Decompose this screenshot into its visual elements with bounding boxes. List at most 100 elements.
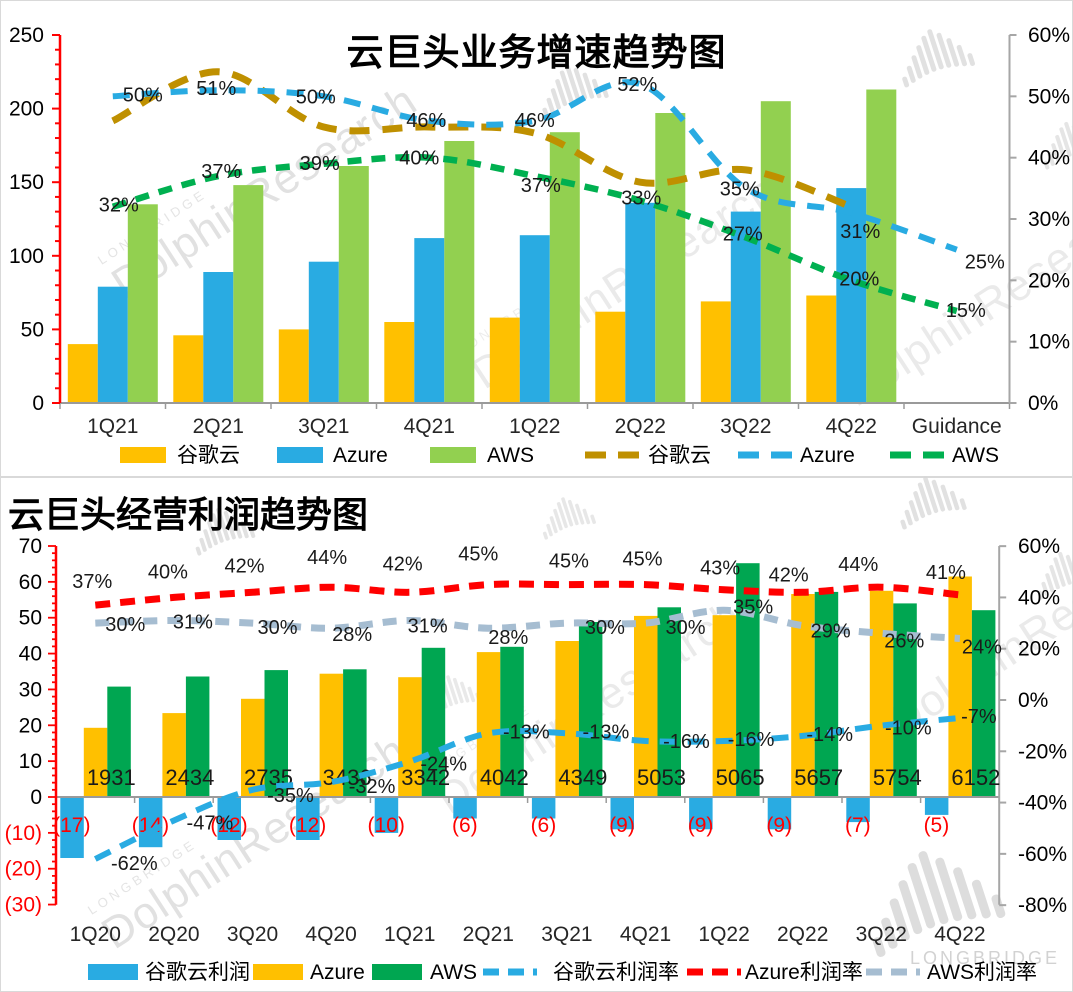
longbridge-bars-logo bbox=[900, 476, 967, 530]
aws-margin-label: 30% bbox=[665, 617, 705, 639]
aws-profit-bar-3q22 bbox=[893, 603, 917, 797]
azure-margin-line bbox=[94, 580, 961, 609]
azure-growth-label: 50% bbox=[123, 84, 163, 106]
aws-margin-label: 28% bbox=[332, 624, 372, 646]
bottom-category-label: 2Q22 bbox=[777, 923, 828, 946]
google-cloud-bar-1q21 bbox=[67, 344, 98, 403]
bottom-right-axis-tick: 20% bbox=[1018, 638, 1060, 661]
bottom-left-axis-tick: 40 bbox=[19, 643, 42, 666]
azure-margin-label: 45% bbox=[622, 549, 662, 571]
top-bars-google-cloud bbox=[67, 295, 837, 403]
bottom-left-axis-tick: 10 bbox=[19, 750, 42, 773]
aws-bar-4q21 bbox=[444, 141, 475, 403]
google-cloud-margin-label: -62% bbox=[111, 853, 158, 875]
bottom-bars-aws-profit bbox=[107, 563, 996, 797]
bottom-left-axis-tick: 30 bbox=[19, 678, 42, 701]
top-left-axis-tick: 0 bbox=[32, 392, 44, 415]
azure-bar-1q22 bbox=[519, 235, 550, 403]
bottom-lines bbox=[93, 580, 961, 862]
top-category-labels: 1Q21 2Q21 3Q21 4Q21 1Q22 2Q22 3Q22 4Q22 Guidance bbox=[87, 415, 1002, 438]
google-cloud-profit-bar-4q21 bbox=[610, 797, 634, 830]
google-cloud-loss-label: (9) bbox=[609, 814, 635, 837]
google-cloud-bar-2q22 bbox=[595, 311, 626, 403]
google-cloud-loss-label: (10) bbox=[368, 814, 405, 837]
aws-margin-label: 30% bbox=[585, 617, 625, 639]
profit-value-label: 4349 bbox=[558, 765, 607, 790]
aws-growth-label: 39% bbox=[300, 153, 340, 175]
google-cloud-loss-label: (5) bbox=[924, 814, 950, 837]
aws-growth-label: 32% bbox=[99, 195, 139, 217]
aws-bar-2q22 bbox=[655, 113, 686, 403]
aws-margin-label: 31% bbox=[408, 616, 448, 638]
google-cloud-profit-bar-1q22 bbox=[689, 797, 713, 830]
bottom-right-axis-tick: 40% bbox=[1018, 586, 1060, 609]
top-left-axis-tick: 150 bbox=[9, 171, 44, 194]
azure-margin-label: 44% bbox=[838, 554, 878, 576]
aws-margin-label: 35% bbox=[733, 596, 773, 618]
bottom-bars-azure-profit bbox=[83, 576, 972, 797]
longbridge-bars-logo bbox=[1043, 121, 1073, 170]
bottom-left-axis-tick: (10) bbox=[5, 822, 42, 845]
bottom-legend: 谷歌云利润 Azure AWS 谷歌云利润率 Azure利润率 AWS利润率 bbox=[88, 961, 1037, 984]
azure-profit-bar-2q20 bbox=[162, 713, 186, 797]
bottom-category-label: 4Q22 bbox=[934, 923, 985, 946]
bottom-right-axis-tick: 60% bbox=[1018, 535, 1060, 558]
azure-margin-label: 41% bbox=[926, 562, 966, 584]
aws-growth-label: 37% bbox=[201, 161, 241, 183]
aws-growth-label: 37% bbox=[521, 175, 561, 197]
top-category-label: 1Q21 bbox=[87, 415, 138, 438]
top-left-axis-tick: 50 bbox=[21, 318, 44, 341]
aws-bar-3q21 bbox=[338, 166, 369, 403]
top-right-axis-tick: 20% bbox=[1028, 269, 1070, 292]
longbridge-bars-logo bbox=[542, 497, 596, 540]
bottom-right-axis-tick: -20% bbox=[1018, 740, 1067, 763]
aws-bar-1q21 bbox=[127, 204, 158, 403]
aws-margin-label: 29% bbox=[811, 621, 851, 643]
azure-profit-bar-4q22 bbox=[948, 576, 972, 797]
profit-value-label: 5754 bbox=[873, 765, 922, 790]
profit-chart-title: 云巨头经营利润趋势图 bbox=[8, 494, 369, 535]
bottom-axes bbox=[48, 545, 1007, 907]
bottom-axis-labels: 70 60 50 40 30 20 10 0 (10) (20) (30) 60% 40% 20% 0% -2… bbox=[5, 535, 1067, 917]
google-cloud-bar-1q22 bbox=[489, 317, 520, 403]
top-left-axis-tick: 100 bbox=[9, 245, 44, 268]
profit-value-label: 5657 bbox=[794, 765, 843, 790]
azure-bar-2q22 bbox=[625, 202, 656, 403]
top-category-label: 4Q21 bbox=[404, 415, 455, 438]
aws-growth-label: 40% bbox=[399, 148, 439, 170]
legend-swatch-2 bbox=[430, 447, 476, 463]
profit-value-label: 4042 bbox=[480, 765, 529, 790]
aws-margin-label: 30% bbox=[105, 614, 145, 636]
bottom-bars-google-cloud-profit bbox=[60, 797, 949, 858]
aws-profit-bar-1q21 bbox=[421, 647, 446, 797]
google-cloud-margin-label: -32% bbox=[349, 776, 396, 798]
azure-profit-bar-1q21 bbox=[398, 677, 422, 797]
top-lines bbox=[111, 68, 958, 315]
top-category-label: 3Q21 bbox=[298, 415, 349, 438]
google-cloud-loss-label: (17) bbox=[53, 814, 90, 837]
legend-swatch-0 bbox=[120, 447, 166, 463]
aws-growth-line bbox=[111, 153, 958, 315]
top-category-label: 2Q21 bbox=[193, 415, 244, 438]
google-cloud-bar-3q22 bbox=[700, 301, 731, 403]
azure-growth-label: 31% bbox=[840, 221, 880, 243]
google-cloud-profit-bar-3q21 bbox=[531, 797, 556, 819]
aws-profit-bar-2q21 bbox=[500, 646, 524, 797]
azure-profit-bar-1q20 bbox=[83, 727, 108, 797]
google-cloud-loss-label: (9) bbox=[688, 814, 714, 837]
top-category-label: 3Q22 bbox=[720, 415, 771, 438]
profit-value-label: 5065 bbox=[716, 765, 765, 790]
aws-profit-bar-3q20 bbox=[264, 670, 288, 797]
google-cloud-profit-bar-2q22 bbox=[767, 797, 792, 830]
google-cloud-margin-label: -47% bbox=[187, 813, 234, 835]
bottom-line-labels: 30% 31% 30% 28% 31% 28% 30% 30% 35% 29% 26% 24% -62%… bbox=[72, 544, 1002, 875]
bottom-category-label: 4Q21 bbox=[620, 923, 671, 946]
google-cloud-margin-label: -16% bbox=[663, 731, 710, 753]
azure-bar-1q21 bbox=[97, 286, 128, 403]
azure-growth-label: 46% bbox=[515, 110, 555, 132]
azure-margin-label: 45% bbox=[458, 544, 498, 566]
top-legend-label: Azure bbox=[333, 444, 388, 467]
bottom-category-label: 2Q21 bbox=[463, 923, 514, 946]
top-category-label: 2Q22 bbox=[615, 415, 666, 438]
